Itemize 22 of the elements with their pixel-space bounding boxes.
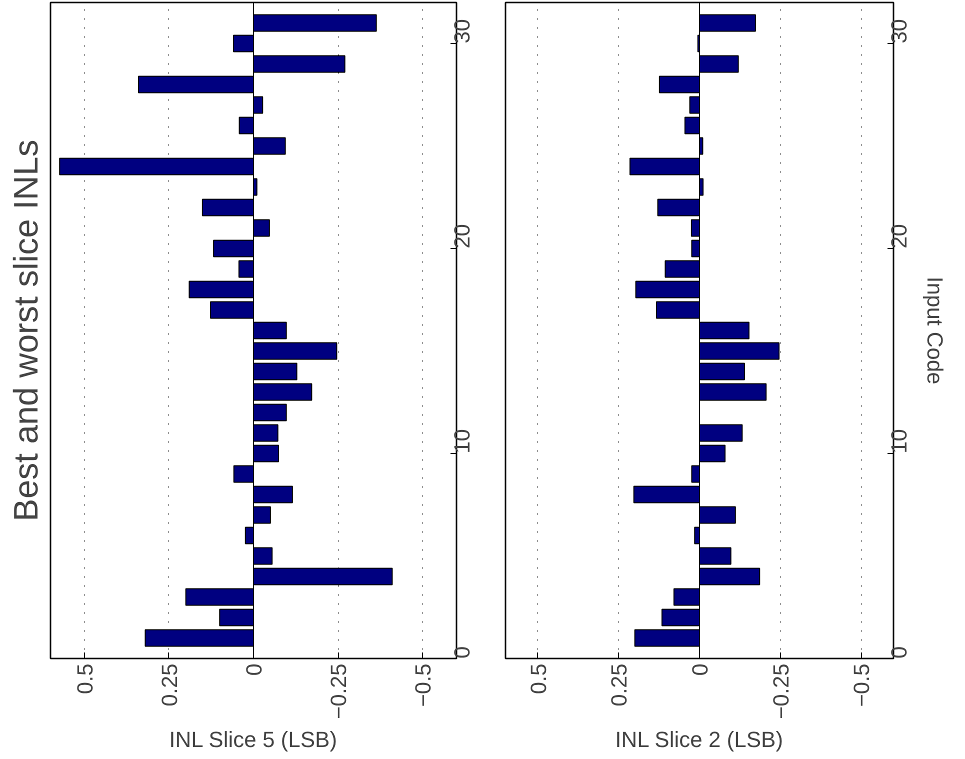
y-tick-label: 10 (886, 429, 912, 454)
x-axis-title: INL Slice 5 (LSB) (169, 727, 338, 752)
x-tick-label: −0.25 (326, 663, 352, 720)
y-tick-label: 0 (886, 646, 912, 658)
y-tick-label: 20 (886, 224, 912, 248)
y-tick-label: 30 (886, 19, 912, 44)
x-tick-label: 0.5 (72, 663, 98, 694)
x-tick-label: −0.5 (849, 663, 874, 707)
x-tick-label: 0.5 (526, 663, 551, 694)
y-tick-label: 30 (450, 19, 474, 44)
text: Best and worst slice INLs (8, 140, 46, 522)
y-axis-title: Input Code (922, 276, 948, 384)
y-tick-label: 20 (450, 224, 474, 248)
x-tick-label: 0.25 (606, 663, 632, 706)
x-tick-label: −0.5 (410, 663, 436, 707)
x-tick-label: 0.25 (156, 663, 182, 706)
x-tick-label: 0 (242, 663, 266, 676)
x-axis-title: INL Slice 2 (LSB) (615, 727, 784, 752)
y-tick-label: 0 (450, 646, 474, 658)
x-tick-label: −0.25 (768, 663, 794, 720)
x-tick-label: 0 (688, 663, 712, 676)
y-tick-label: 10 (450, 429, 474, 454)
